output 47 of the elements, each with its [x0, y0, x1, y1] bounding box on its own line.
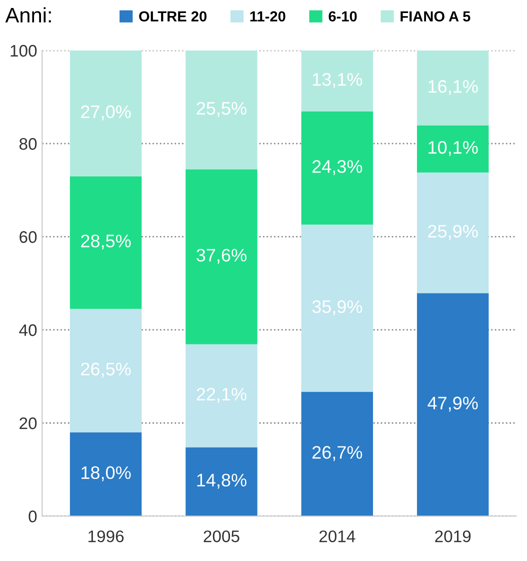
x-tick-label: 2005	[204, 530, 240, 542]
x-tick-label: 2014	[319, 530, 356, 542]
data-label: 26,5%	[81, 362, 131, 378]
data-label: 22,1%	[196, 388, 246, 403]
bar	[301, 224, 374, 392]
y-tick-label: 40	[19, 324, 37, 336]
bar	[186, 169, 258, 344]
data-label: 13,1%	[312, 73, 362, 88]
bar	[186, 50, 258, 170]
data-label: 25,5%	[196, 102, 246, 117]
legend-label: FIANO A 5	[400, 11, 470, 22]
bar	[416, 293, 489, 516]
x-tick-label: 1996	[88, 530, 124, 542]
bar	[301, 392, 374, 516]
legend-label: 6-10	[328, 11, 357, 22]
x-tick-label: 2019	[435, 530, 471, 542]
data-label: 10,1%	[428, 141, 478, 156]
y-tick-label: 60	[20, 231, 37, 243]
data-label: 26,7%	[312, 446, 362, 461]
bar	[301, 111, 374, 225]
data-label: 14,8%	[197, 474, 246, 489]
y-tick-label: 20	[20, 417, 37, 430]
legend-title: Anni:	[5, 7, 51, 22]
y-tick-label: 0	[28, 510, 37, 522]
data-label: 27,0%	[81, 105, 131, 120]
y-tick-label: 100	[10, 44, 37, 57]
data-label: 24,3%	[312, 160, 362, 176]
bar	[70, 176, 142, 309]
bar	[70, 308, 142, 432]
bar	[186, 344, 258, 448]
data-label: 25,9%	[428, 224, 478, 240]
bar	[186, 447, 258, 516]
bar	[416, 50, 489, 126]
bar	[416, 125, 489, 172]
data-label: 35,9%	[312, 300, 362, 316]
bar	[301, 50, 374, 112]
legend-label: 11-20	[250, 11, 286, 22]
data-label: 18,0%	[82, 466, 131, 482]
bar	[70, 432, 142, 516]
data-label: 28,5%	[81, 234, 131, 250]
data-label: 16,1%	[428, 80, 478, 95]
legend-label: OLTRE 20	[139, 11, 207, 22]
data-label: 47,9%	[428, 396, 478, 412]
bar	[416, 172, 489, 294]
bar	[70, 50, 142, 176]
y-tick-label: 80	[19, 138, 37, 150]
data-label: 37,6%	[196, 248, 246, 264]
